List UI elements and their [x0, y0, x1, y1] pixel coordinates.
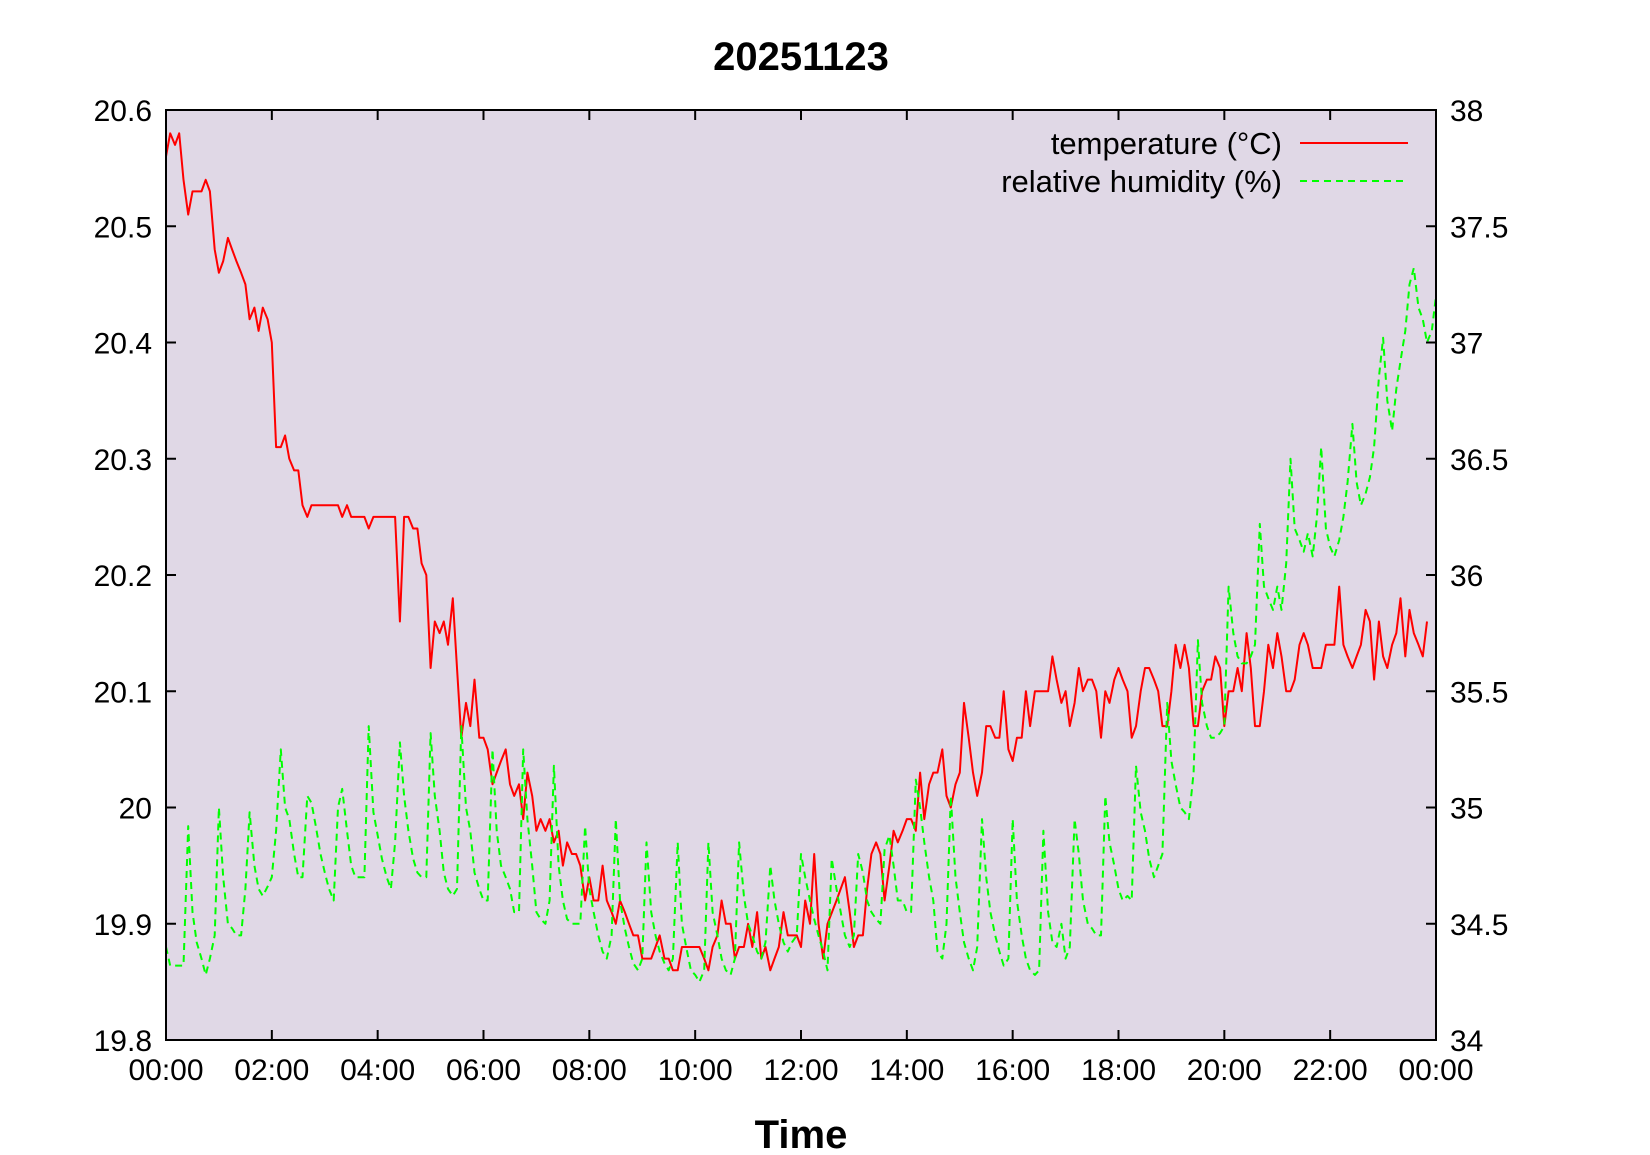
- axes: 00:00 02:00 04:00 06:00 08:00 10:00 12:00 14:00…: [94, 95, 1509, 1087]
- temperature-series-line: [165, 132, 1428, 972]
- y-tick-label: 20: [119, 793, 152, 826]
- y2-tick-label: 37: [1450, 328, 1483, 361]
- x-tick-label: 06:00: [446, 1054, 521, 1087]
- x-tick-label: 08:00: [552, 1054, 627, 1087]
- x-tick-label: 16:00: [975, 1054, 1050, 1087]
- x-tick-label: 00:00: [1398, 1054, 1473, 1087]
- y2-tick-label: 34: [1450, 1025, 1483, 1058]
- y2-tick-label: 35.5: [1450, 676, 1508, 709]
- y2-tick-label: 36.5: [1450, 444, 1508, 477]
- series-layer: [165, 132, 1437, 983]
- y-tick-label: 20.5: [94, 211, 152, 244]
- humidity-series-line: [165, 267, 1437, 983]
- y2-tick-label: 37.5: [1450, 211, 1508, 244]
- x-tick-label: 04:00: [340, 1054, 415, 1087]
- legend: temperature (°C)relative humidity (%): [1001, 126, 1408, 199]
- x-tick-label: 00:00: [128, 1054, 203, 1087]
- y-tick-label: 20.4: [94, 328, 152, 361]
- y2-tick-label: 34.5: [1450, 909, 1508, 942]
- x-tick-label: 18:00: [1081, 1054, 1156, 1087]
- plot-background: [166, 110, 1436, 1040]
- x-axis-label: Time: [755, 1113, 848, 1155]
- legend-label: relative humidity (%): [1001, 164, 1282, 199]
- y2-tick-label: 38: [1450, 95, 1483, 128]
- x-tick-label: 02:00: [234, 1054, 309, 1087]
- chart-title: 20251123: [713, 35, 889, 79]
- x-tick-label: 10:00: [658, 1054, 733, 1087]
- y2-tick-label: 35: [1450, 793, 1483, 826]
- plot-border: [165, 109, 1437, 1041]
- y-tick-label: 20.3: [94, 444, 152, 477]
- x-tick-label: 12:00: [763, 1054, 838, 1087]
- y-tick-label: 19.9: [94, 909, 152, 942]
- legend-label: temperature (°C): [1051, 126, 1282, 161]
- x-tick-label: 22:00: [1293, 1054, 1368, 1087]
- x-tick-label: 20:00: [1187, 1054, 1262, 1087]
- y-tick-label: 20.1: [94, 676, 152, 709]
- x-tick-label: 14:00: [869, 1054, 944, 1087]
- y-tick-label: 20.2: [94, 560, 152, 593]
- y-tick-label: 19.8: [94, 1025, 152, 1058]
- y2-tick-label: 36: [1450, 560, 1483, 593]
- y-tick-label: 20.6: [94, 95, 152, 128]
